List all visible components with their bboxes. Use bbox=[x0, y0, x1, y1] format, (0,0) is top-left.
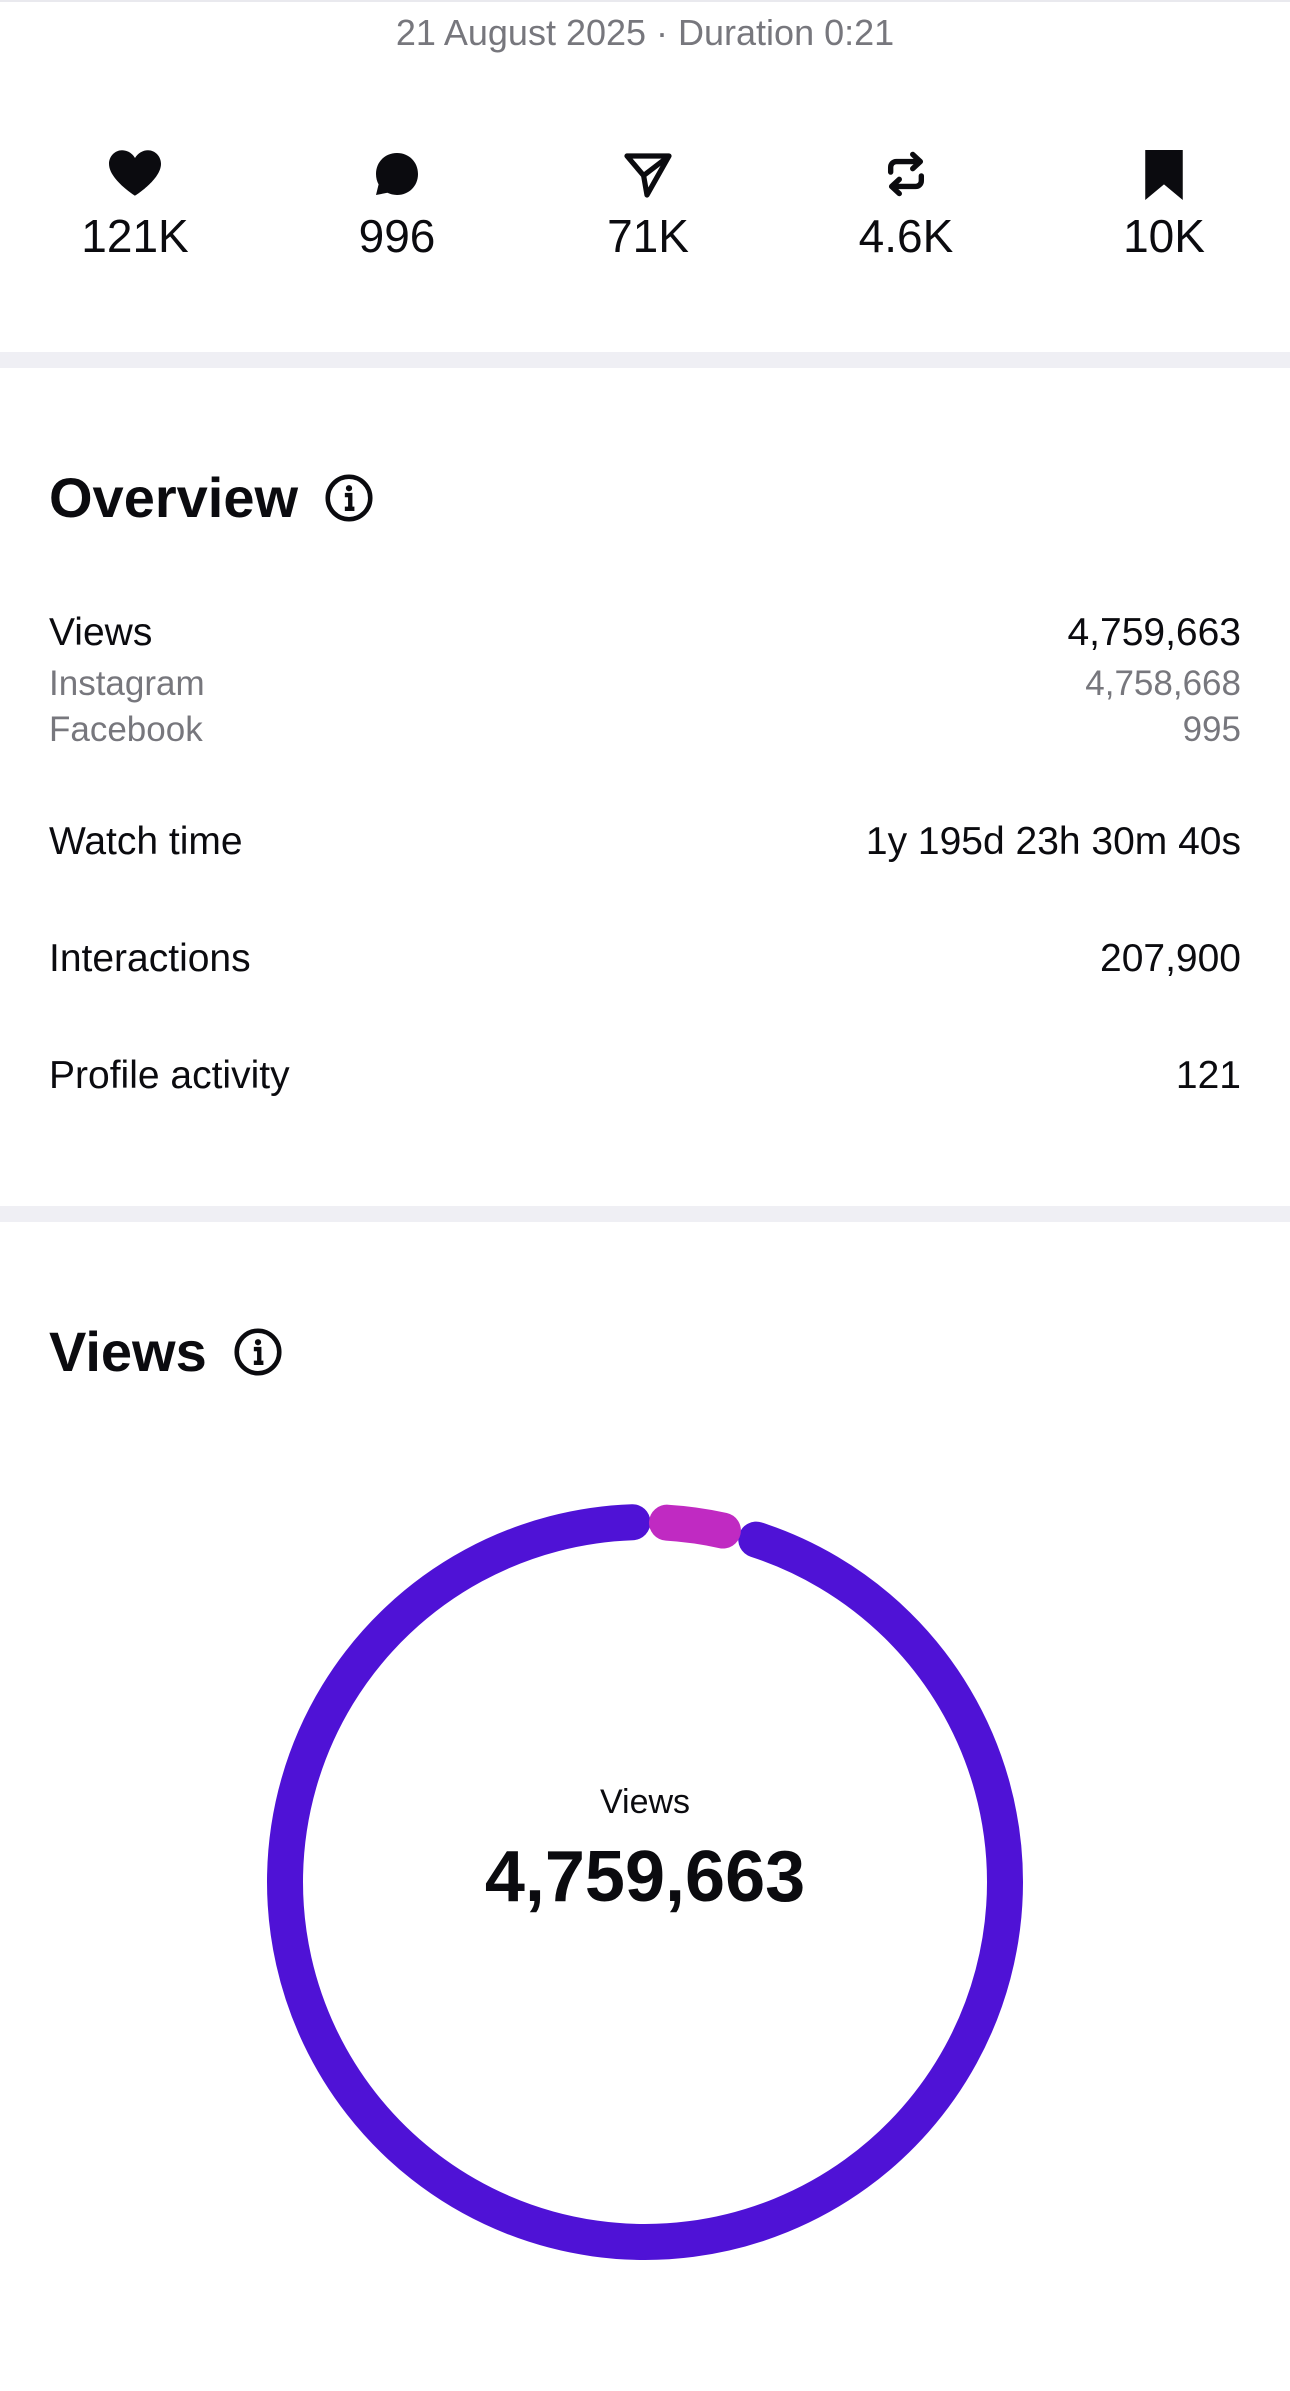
views-donut-chart bbox=[265, 1502, 1025, 2262]
donut-segment-facebook[interactable] bbox=[648, 1504, 741, 1549]
facebook-value: 995 bbox=[1182, 710, 1241, 749]
shares-stat[interactable]: 71K bbox=[538, 150, 758, 264]
facebook-label: Facebook bbox=[49, 710, 203, 749]
saves-stat[interactable]: 10K bbox=[1054, 150, 1274, 264]
comments-count: 996 bbox=[358, 210, 436, 262]
top-border bbox=[0, 0, 1290, 2]
engagement-stats-row: 121K 996 71K 4.6K 10K bbox=[0, 150, 1290, 280]
views-value: 4,759,663 bbox=[1067, 611, 1241, 654]
views-label: Views bbox=[49, 611, 153, 654]
share-icon bbox=[538, 150, 758, 202]
overview-title: Overview bbox=[49, 466, 299, 529]
donut-center: Views 4,759,663 bbox=[265, 1780, 1025, 1922]
watch-time-label: Watch time bbox=[49, 820, 243, 863]
likes-stat[interactable]: 121K bbox=[25, 150, 245, 264]
profile-activity-label: Profile activity bbox=[49, 1054, 290, 1097]
bookmark-icon bbox=[1054, 150, 1274, 202]
section-divider bbox=[0, 352, 1290, 368]
likes-count: 121K bbox=[81, 210, 189, 262]
donut-center-label: Views bbox=[599, 1783, 691, 1821]
saves-count: 10K bbox=[1123, 210, 1205, 262]
profile-activity-value: 121 bbox=[1175, 1054, 1241, 1097]
interactions-value: 207,900 bbox=[1100, 937, 1241, 980]
overview-heading: Overview bbox=[49, 463, 374, 533]
comments-stat[interactable]: 996 bbox=[287, 150, 507, 264]
donut-segment-instagram[interactable] bbox=[267, 1504, 1023, 2260]
instagram-value: 4,758,668 bbox=[1085, 664, 1241, 703]
reposts-count: 4.6K bbox=[858, 210, 954, 262]
repost-icon bbox=[796, 150, 1016, 202]
section-divider bbox=[0, 1206, 1290, 1222]
post-date-duration: 21 August 2025 · Duration 0:21 bbox=[395, 12, 895, 53]
reposts-stat[interactable]: 4.6K bbox=[796, 150, 1016, 264]
heart-icon bbox=[25, 150, 245, 202]
comment-icon bbox=[287, 150, 507, 202]
info-icon[interactable] bbox=[324, 473, 374, 523]
shares-count: 71K bbox=[607, 210, 689, 262]
views-heading: Views bbox=[49, 1317, 283, 1387]
info-icon[interactable] bbox=[233, 1327, 283, 1377]
views-title: Views bbox=[49, 1320, 207, 1383]
interactions-label: Interactions bbox=[49, 937, 251, 980]
donut-center-value: 4,759,663 bbox=[484, 1837, 806, 1917]
views-donut-svg bbox=[267, 1504, 1023, 2260]
instagram-label: Instagram bbox=[49, 664, 205, 703]
watch-time-value: 1y 195d 23h 30m 40s bbox=[865, 820, 1241, 863]
